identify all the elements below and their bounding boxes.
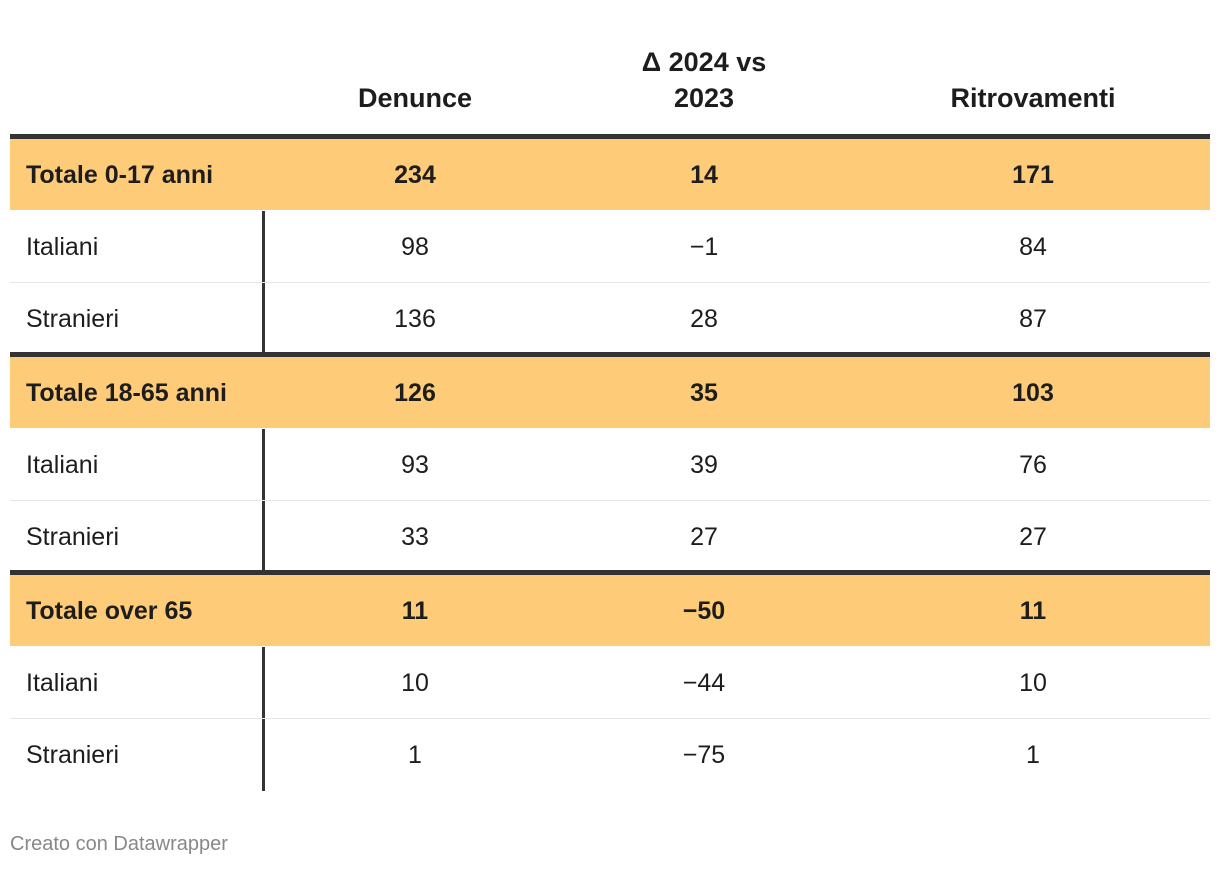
cell-delta: 35 [690,379,718,407]
cell-delta: −50 [682,597,726,625]
cell-denunce: 93 [401,451,429,479]
cell-delta: 27 [690,523,718,551]
cell-ritrovamenti: 10 [1019,669,1047,697]
table-header: Denunce Δ 2024 vs 2023 Ritrovamenti [10,40,1210,139]
cell-denunce: 98 [401,233,429,261]
row-label: Stranieri [26,523,120,551]
cell-denunce: 10 [401,669,429,697]
cell-ritrovamenti: 103 [1012,379,1054,407]
cell-denunce: 126 [394,379,436,407]
table-row: Italiani 93 39 76 [10,429,1210,501]
cell-denunce: 11 [401,597,429,625]
table-total-row: Totale over 65 11 −50 11 [10,575,1210,647]
cell-ritrovamenti: 76 [1019,451,1047,479]
table-total-row: Totale 18-65 anni 126 35 103 [10,357,1210,429]
header-ritrovamenti: Ritrovamenti [950,83,1116,113]
table-row: Stranieri 1 −75 1 [10,719,1210,791]
cell-ritrovamenti: 27 [1019,523,1047,551]
cell-denunce: 136 [394,305,436,333]
cell-delta: −1 [689,233,719,261]
table-row: Italiani 10 −44 10 [10,647,1210,719]
cell-ritrovamenti: 11 [1019,597,1047,625]
data-table: Denunce Δ 2024 vs 2023 Ritrovamenti Tota… [10,40,1210,791]
row-label: Totale 0-17 anni [26,161,214,189]
cell-ritrovamenti: 87 [1019,305,1047,333]
row-label: Stranieri [26,741,120,769]
cell-delta: −44 [682,669,726,697]
column-divider [262,139,265,791]
header-delta-line2: 2023 [673,83,735,113]
footer-credit: Creato con Datawrapper [10,833,228,855]
row-label: Italiani [26,233,99,261]
table-body: Totale 0-17 anni 234 14 171 Italiani 98 −1 84 St… [10,139,1210,791]
cell-ritrovamenti: 1 [1026,741,1040,769]
row-label: Italiani [26,669,99,697]
header-delta: Δ 2024 vs 2023 [565,44,843,116]
cell-denunce: 234 [394,161,436,189]
cell-delta: 39 [690,451,718,479]
row-label: Totale over 65 [26,597,193,625]
cell-denunce: 33 [401,523,429,551]
row-label: Italiani [26,451,99,479]
header-denunce: Denunce [357,83,473,113]
header-delta-line1: Δ 2024 vs [641,47,767,77]
cell-delta: 28 [690,305,718,333]
cell-delta: 14 [690,161,718,189]
cell-ritrovamenti: 171 [1012,161,1054,189]
table-row: Stranieri 136 28 87 [10,283,1210,357]
cell-delta: −75 [682,741,726,769]
table-row: Italiani 98 −1 84 [10,211,1210,283]
row-label: Totale 18-65 anni [26,379,227,407]
cell-denunce: 1 [408,741,422,769]
table-total-row: Totale 0-17 anni 234 14 171 [10,139,1210,211]
cell-ritrovamenti: 84 [1019,233,1047,261]
row-label: Stranieri [26,305,120,333]
table-row: Stranieri 33 27 27 [10,501,1210,575]
